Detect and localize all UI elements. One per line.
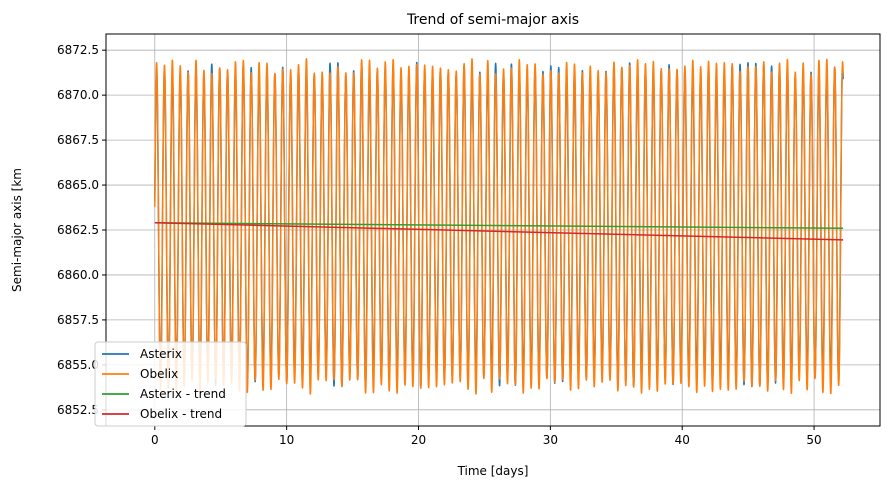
y-tick-label: 6857.5 <box>57 313 99 327</box>
x-tick-label: 50 <box>806 433 821 447</box>
legend-label: Asterix <box>140 347 182 361</box>
x-tick-label: 10 <box>279 433 294 447</box>
y-tick-label: 6872.5 <box>57 43 99 57</box>
y-tick-label: 6852.5 <box>57 403 99 417</box>
series-line-obelix-trend <box>154 222 844 241</box>
x-tick-label: 20 <box>411 433 426 447</box>
y-axis-ticks: 6852.5 6855.0 6857.5 6860.0 6862.5 6865.0 6867… <box>57 43 106 417</box>
x-axis-title: Time [days] <box>457 464 529 478</box>
x-axis-ticks: 0 10 20 30 40 50 <box>151 426 822 447</box>
x-tick-label: 0 <box>151 433 159 447</box>
y-tick-label: 6855.0 <box>57 358 99 372</box>
y-axis-title: Semi-major axis [km <box>10 168 24 292</box>
y-tick-label: 6870.0 <box>57 88 99 102</box>
y-tick-label: 6860.0 <box>57 268 99 282</box>
legend-label: Obelix - trend <box>140 407 222 421</box>
y-tick-label: 6865.0 <box>57 178 99 192</box>
legend-box <box>94 341 247 427</box>
legend-label: Obelix <box>140 367 178 381</box>
y-tick-label: 6862.5 <box>57 223 99 237</box>
plot-series <box>154 58 844 395</box>
chart-title: Trend of semi-major axis <box>406 12 579 28</box>
y-tick-label: 6867.5 <box>57 133 99 147</box>
x-tick-label: 30 <box>543 433 558 447</box>
x-tick-label: 40 <box>675 433 690 447</box>
legend: Asterix Obelix Asterix - trend Obelix - tre… <box>94 341 247 427</box>
series-line-asterix-trend <box>154 222 844 229</box>
legend-label: Asterix - trend <box>140 387 226 401</box>
series-line-obelix <box>154 58 844 395</box>
